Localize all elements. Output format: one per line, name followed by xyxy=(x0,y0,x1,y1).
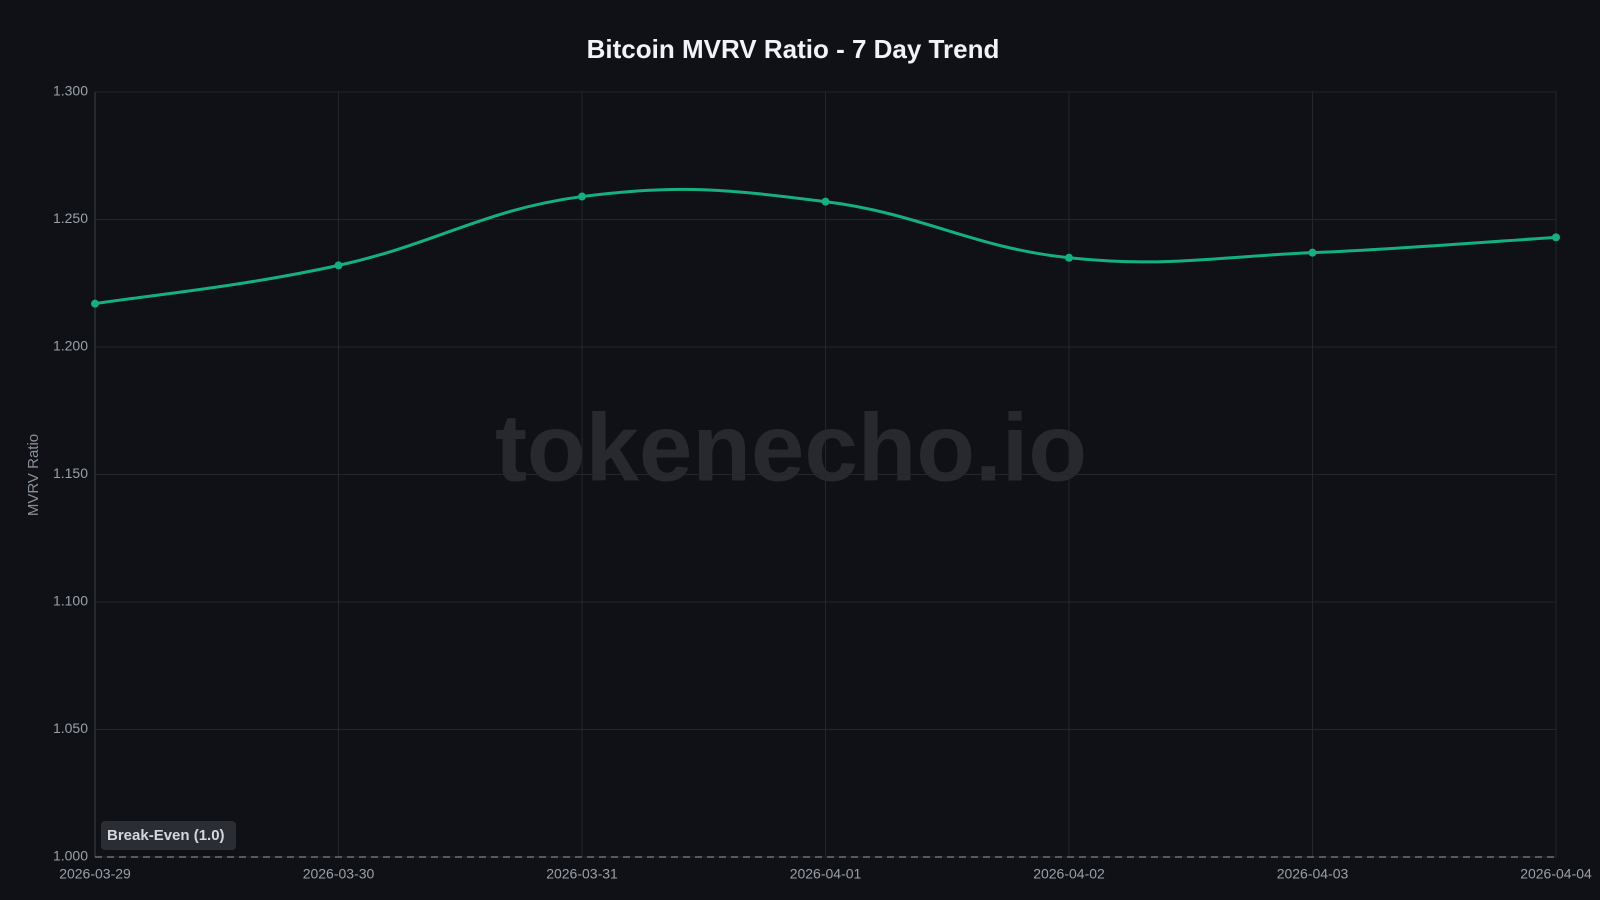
data-point xyxy=(1308,248,1317,257)
watermark: tokenecho.io xyxy=(495,394,1087,501)
x-tick-label: 2026-03-30 xyxy=(303,866,375,882)
data-point xyxy=(821,197,830,206)
x-tick-label: 2026-04-04 xyxy=(1520,866,1592,882)
x-tick-label: 2026-03-29 xyxy=(59,866,131,882)
annotation-label: Break-Even (1.0) xyxy=(107,827,225,844)
data-point xyxy=(334,261,343,270)
annotation-box xyxy=(101,821,236,850)
y-tick-label: 1.150 xyxy=(53,465,88,481)
y-tick-label: 1.050 xyxy=(53,720,88,736)
y-tick-label: 1.300 xyxy=(53,83,88,99)
data-point xyxy=(1065,253,1073,262)
data-point xyxy=(91,299,99,308)
x-tick-label: 2026-04-02 xyxy=(1033,866,1105,882)
data-point xyxy=(1552,233,1560,242)
x-tick-label: 2026-04-01 xyxy=(790,866,862,882)
y-tick-label: 1.100 xyxy=(53,593,88,609)
y-tick-label: 1.250 xyxy=(53,210,88,226)
data-point xyxy=(578,192,586,201)
y-tick-label: 1.000 xyxy=(53,848,88,864)
y-tick-label: 1.200 xyxy=(53,338,88,354)
x-tick-label: 2026-04-03 xyxy=(1277,866,1349,882)
chart-title: Bitcoin MVRV Ratio - 7 Day Trend xyxy=(587,34,1000,64)
x-tick-label: 2026-03-31 xyxy=(546,866,618,882)
y-axis-label: MVRV Ratio xyxy=(25,434,42,516)
